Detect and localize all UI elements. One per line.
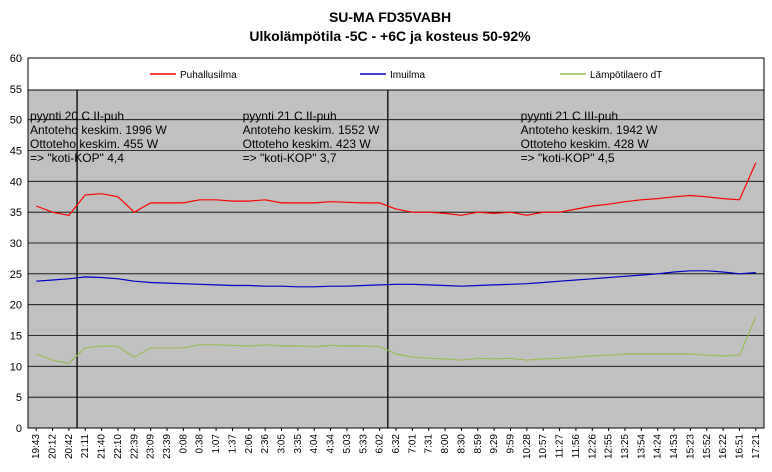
x-tick-label: 13:54: [636, 434, 647, 459]
x-tick-label: 9:29: [489, 434, 500, 454]
x-tick-label: 19:43: [31, 434, 42, 459]
annotation-line: Antoteho keskim. 1996 W: [30, 123, 167, 137]
annotation-line: Ottoteho keskim. 455 W: [30, 137, 159, 151]
x-tick-label: 10:28: [522, 434, 533, 459]
x-tick-label: 0:08: [178, 434, 189, 454]
x-tick-label: 1:37: [227, 434, 238, 454]
legend-label: Lämpötilaero dT: [590, 70, 662, 81]
annotation-line: pyynti 21 C II-puh: [243, 109, 337, 123]
x-tick-label: 6:02: [375, 434, 386, 454]
x-tick-label: 2:06: [244, 434, 255, 454]
x-tick-label: 23:39: [162, 434, 173, 459]
series-group: [35, 162, 757, 364]
x-tick-label: 9:59: [505, 434, 516, 454]
x-tick-label: 21:11: [80, 434, 91, 459]
y-tick-label: 0: [16, 423, 22, 435]
x-tick-label: 20:12: [48, 434, 59, 459]
x-tick-label: 5:33: [358, 434, 369, 454]
y-tick-label: 25: [10, 269, 22, 281]
y-tick-label: 55: [10, 84, 22, 96]
x-tick-label: 17:21: [751, 434, 762, 459]
y-axis: 0 5 10 15 20 25 30 35 40 45 50 55 60: [10, 53, 22, 435]
x-tick-label: 8:59: [473, 434, 484, 454]
x-tick-label: 8:30: [456, 434, 467, 454]
gridlines: [28, 88, 764, 398]
x-tick-label: 11:56: [571, 434, 582, 459]
x-tick-label: 22:39: [129, 434, 140, 459]
x-tick-label: 3:35: [293, 434, 304, 454]
y-tick-label: 20: [10, 300, 22, 312]
x-tick-label: 5:03: [342, 434, 353, 454]
legend-label: Imuilma: [390, 70, 425, 81]
x-tick-label: 4:04: [309, 434, 320, 454]
chart-subtitle: Ulkolämpötila -5C - +6C ja kosteus 50-92…: [249, 28, 531, 44]
y-tick-label: 35: [10, 207, 22, 219]
legend-label: Puhallusilma: [180, 70, 237, 81]
y-tick-label: 10: [10, 361, 22, 373]
x-tick-label: 0:38: [195, 434, 206, 454]
y-tick-label: 40: [10, 176, 22, 188]
y-tick-label: 30: [10, 238, 22, 250]
x-tick-label: 16:22: [718, 434, 729, 459]
annotation-line: pyynti 20 C II-puh: [30, 109, 124, 123]
x-tick-label: 6:32: [391, 434, 402, 454]
y-tick-label: 45: [10, 146, 22, 158]
x-tick-label: 12:55: [604, 434, 615, 459]
x-tick-label: 2:36: [260, 434, 271, 454]
series-line-1: [35, 162, 757, 216]
x-tick-label: 22:10: [113, 434, 124, 459]
x-tick-label: 7:01: [407, 434, 418, 454]
x-tick-label: 14:53: [669, 434, 680, 459]
x-tick-label: 21:40: [97, 434, 108, 459]
series-line-2: [36, 270, 756, 288]
annotation-line: Antoteho keskim. 1942 W: [521, 123, 658, 137]
series-line-3: [35, 316, 757, 364]
annotation-line: Ottoteho keskim. 423 W: [243, 137, 372, 151]
x-tick-label: 10:57: [538, 434, 549, 459]
x-tick-label: 8:00: [440, 434, 451, 454]
legend: Puhallusilma Imuilma Lämpötilaero dT: [150, 70, 662, 81]
x-tick-label: 11:27: [555, 434, 566, 459]
y-tick-label: 50: [10, 115, 22, 127]
x-tick-label: 16:51: [734, 434, 745, 459]
x-tick-label: 14:24: [653, 434, 664, 459]
x-tick-label: 20:42: [64, 434, 75, 459]
x-tick-label: 12:26: [587, 434, 598, 459]
y-tick-label: 5: [16, 392, 22, 404]
x-axis: 19:43 20:12 20:42 21:11 21:40 22:10 22:39 23:09…: [31, 428, 762, 459]
y-tick-label: 15: [10, 331, 22, 343]
x-tick-label: 13:25: [620, 434, 631, 459]
x-tick-label: 7:31: [424, 434, 435, 454]
annotation-line: pyynti 21 C III-puh: [521, 109, 618, 123]
x-tick-label: 1:07: [211, 434, 222, 454]
x-tick-label: 15:52: [702, 434, 713, 459]
x-tick-label: 23:09: [146, 434, 157, 459]
annotation-line: => "koti-KOP" 4,4: [30, 151, 124, 165]
annotation-line: Ottoteho keskim. 428 W: [521, 137, 650, 151]
annotation-line: Antoteho keskim. 1552 W: [243, 123, 380, 137]
x-tick-label: 3:05: [277, 434, 288, 454]
y-tick-label: 60: [10, 53, 22, 65]
annotation-line: => "koti-KOP" 4,5: [521, 151, 615, 165]
period-dividers: [76, 90, 389, 428]
x-tick-label: 4:34: [326, 434, 337, 454]
annotation-line: => "koti-KOP" 3,7: [243, 151, 337, 165]
x-tick-label: 15:23: [685, 434, 696, 459]
chart-title: SU-MA FD35VABH: [329, 9, 451, 25]
